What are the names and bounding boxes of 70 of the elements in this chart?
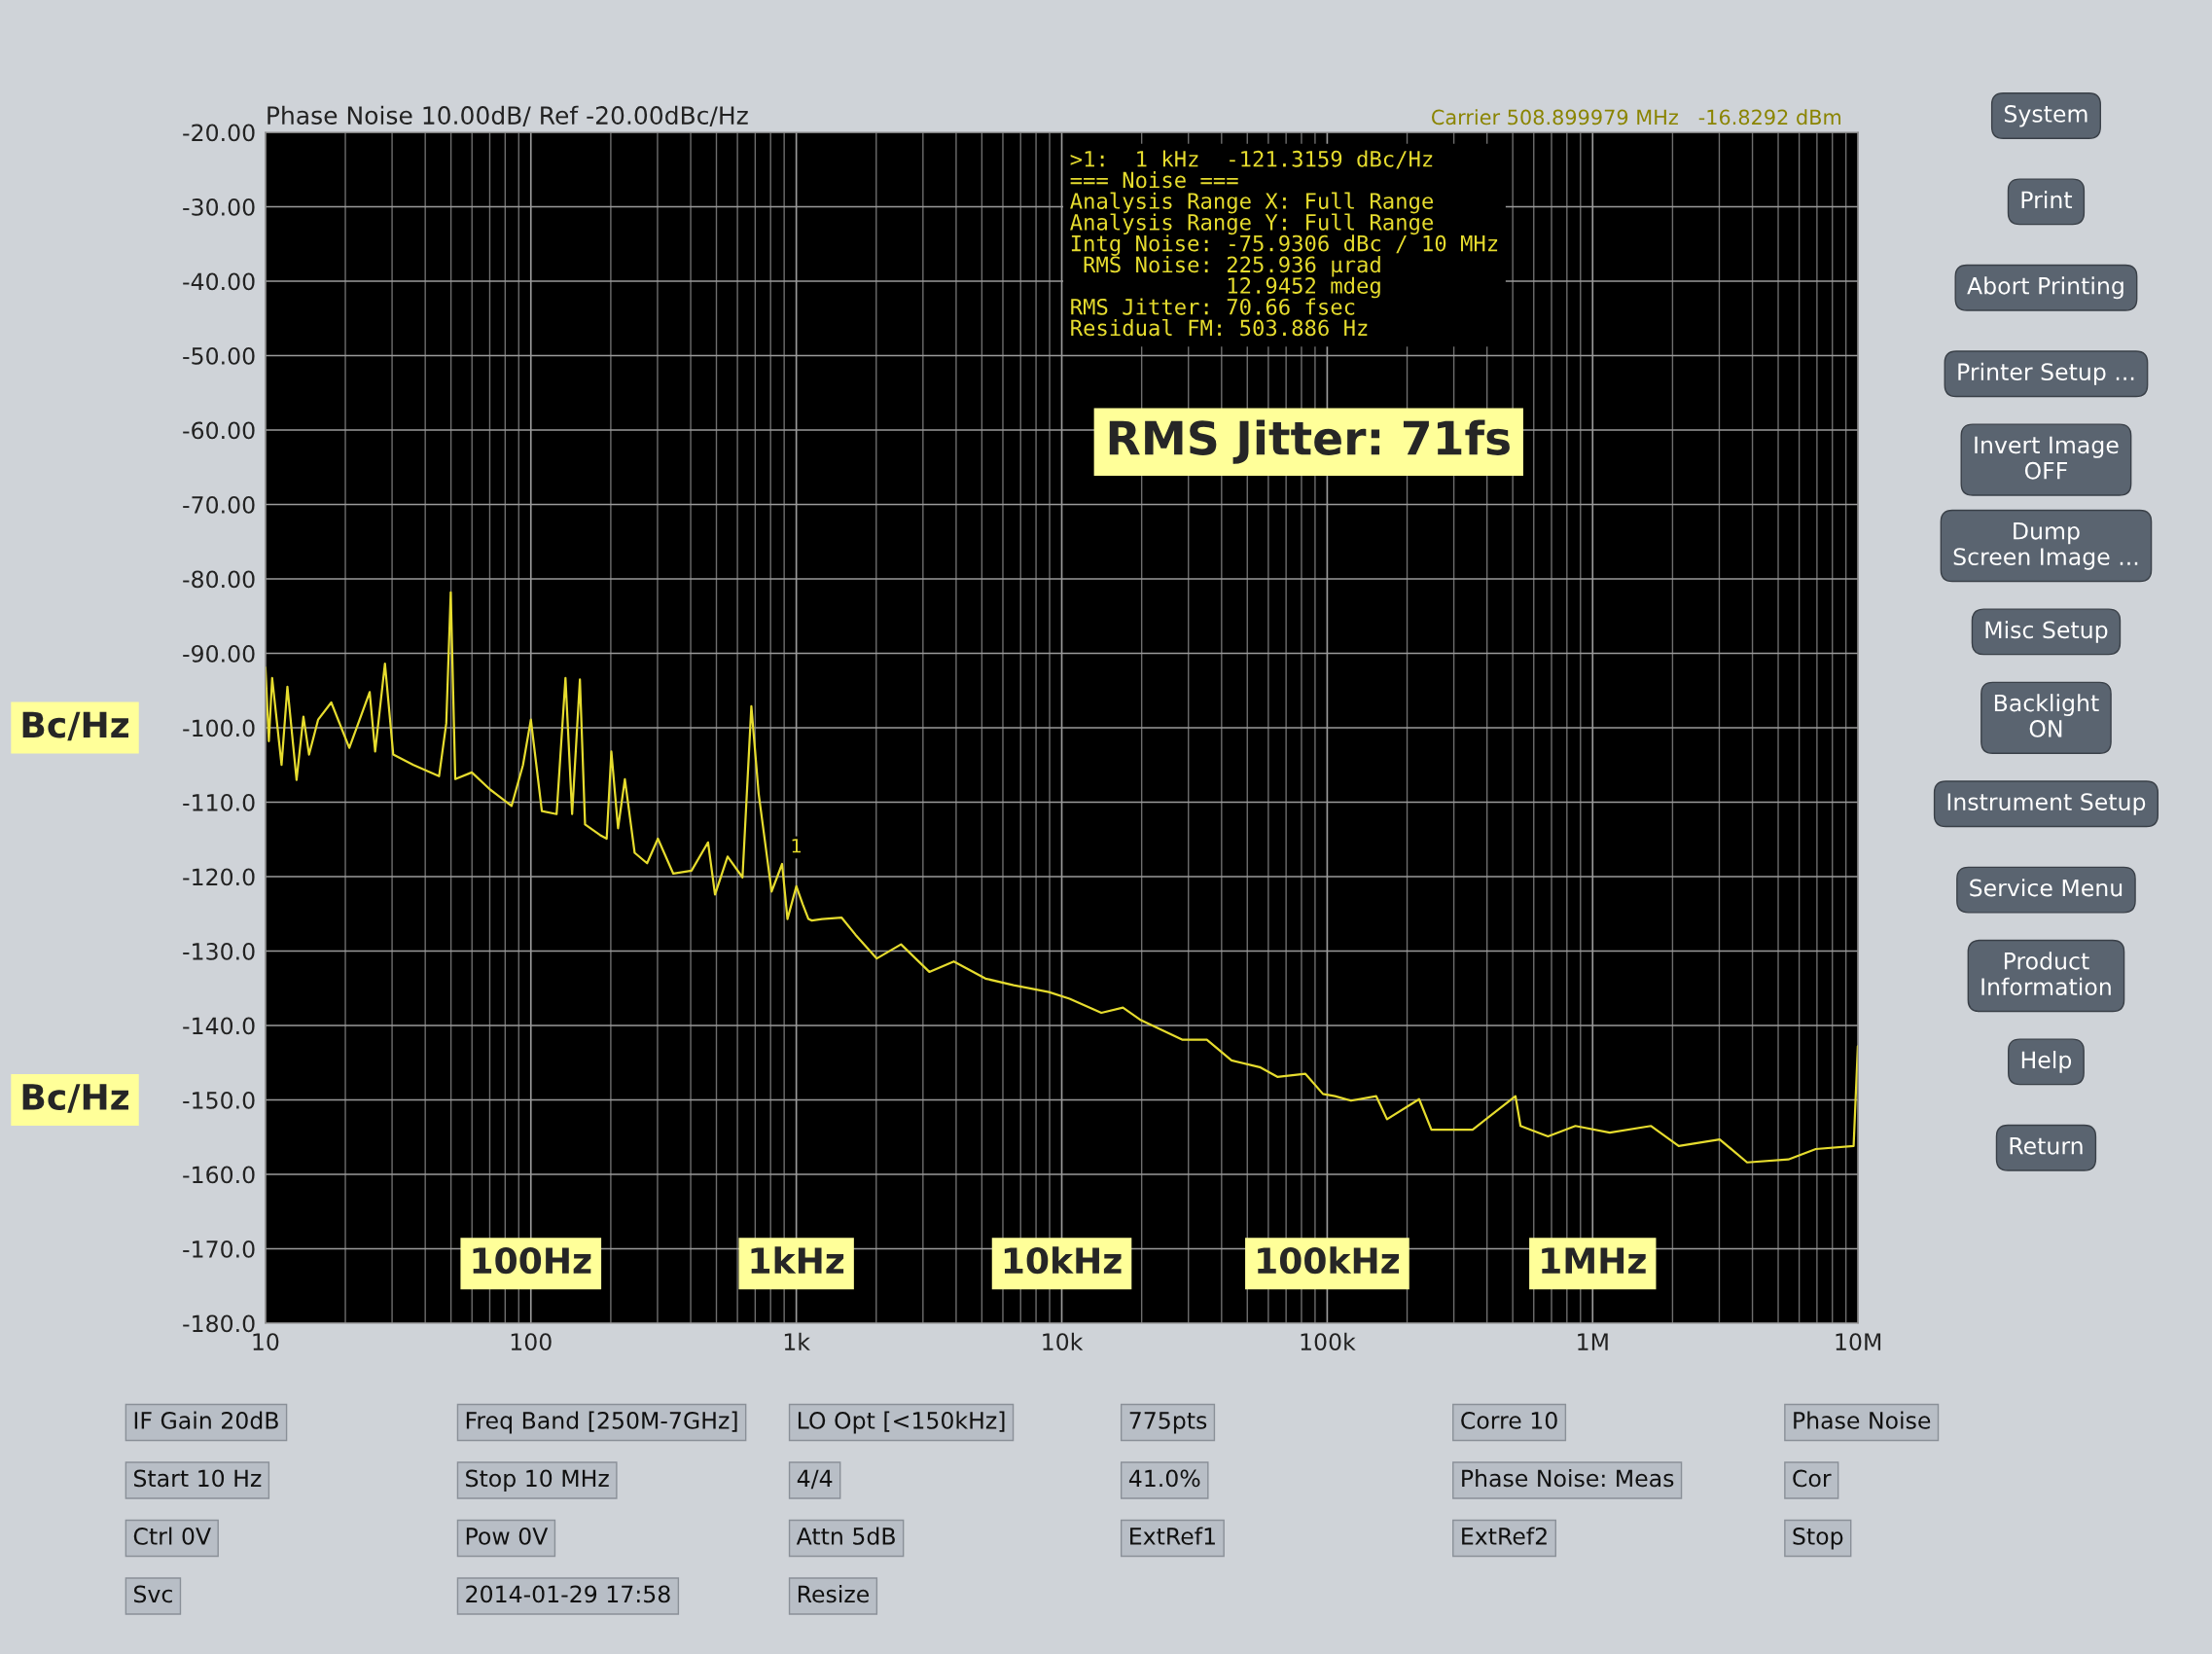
text: Abort Printing: [1967, 276, 2123, 300]
y-tick-label: -60.00: [183, 421, 255, 440]
text: LO Opt [<150kHz]: [798, 1411, 1005, 1434]
annotation: 1MHz: [1542, 1247, 1646, 1274]
text: Invert Image OFF: [1975, 436, 2119, 480]
text: Print: [2021, 190, 2073, 208]
x-tick-label: 10M: [1836, 1333, 1881, 1350]
y-tick-label: -180.0: [183, 1314, 255, 1333]
text: 775pts: [1129, 1412, 1207, 1434]
annotation: 10kHz: [1004, 1246, 1122, 1275]
chart-title: Phase Noise 10.00dB/ Ref -20.00dBc/Hz: [268, 105, 748, 126]
x-tick-label: 100: [511, 1333, 552, 1350]
y-tick-label: -80.00: [183, 570, 255, 589]
text: Product Information: [1981, 952, 2111, 996]
x-tick-label: 10: [253, 1333, 279, 1350]
text: Phase Noise: Meas: [1462, 1469, 1674, 1488]
text: Corre 10: [1461, 1411, 1557, 1429]
y-tick-label: -50.00: [183, 346, 255, 365]
text: Return: [2010, 1137, 2083, 1155]
text: >1: 1 kHz -121.3159 dBc/Hz === Noise === Analysis Range X: Full Range Analysis Range Y: Full Range Intg Noise: -75.9306 dBc / 10 MHz RMS Noise: 225.936 µrad 12.9452 mdeg RMS Jitter: 70.66 fsec Residual FM: 503.886 Hz: [1070, 150, 1498, 337]
text: Attn 5dB: [796, 1527, 895, 1545]
x-tick-label: 1k: [784, 1332, 810, 1350]
text: Instrument Setup: [1947, 793, 2146, 815]
text: Printer Setup ...: [1958, 362, 2134, 385]
text: Carrier 508.899979 MHz -16.8292 dBm: [1432, 109, 1841, 126]
text: Svc: [134, 1585, 172, 1603]
text: Stop 10 MHz: [466, 1469, 609, 1492]
y-tick-label: -40.00: [183, 272, 255, 291]
text: 41.0%: [1128, 1469, 1200, 1488]
annotation: 100Hz: [473, 1246, 591, 1275]
annotation: 1kHz: [751, 1246, 844, 1274]
text: Dump Screen Image ...: [1953, 522, 2138, 570]
y-tick-label: -20.00: [183, 124, 255, 142]
text: 4/4: [797, 1469, 833, 1490]
text: Phase Noise: [1794, 1411, 1931, 1429]
text: Start 10 Hz: [134, 1469, 262, 1488]
y-tick-label: -100.0: [183, 719, 255, 737]
text: Cor: [1793, 1469, 1832, 1488]
x-tick-label: 10k: [1043, 1332, 1084, 1350]
y-tick-label: -170.0: [183, 1240, 255, 1258]
text: Help: [2021, 1050, 2072, 1073]
y-tick-label: -90.00: [183, 644, 255, 663]
text: Ctrl 0V: [133, 1527, 211, 1545]
text: Freq Band [250M-7GHz]: [466, 1411, 737, 1434]
y-tick-label: -30.00: [183, 198, 255, 216]
y-tick-label: -120.0: [183, 868, 255, 886]
text: Stop: [1793, 1527, 1843, 1550]
y-tick-label: -160.0: [183, 1166, 255, 1184]
y-tick-label: -150.0: [183, 1091, 255, 1109]
annotation: 1: [792, 839, 802, 853]
annotation: RMS Jitter: 71fs: [1109, 419, 1510, 464]
y-tick-label: -140.0: [183, 1017, 255, 1035]
text: Backlight ON: [1994, 694, 2099, 737]
text: Bc/Hz: [22, 711, 128, 741]
text: IF Gain 20dB: [134, 1411, 278, 1429]
text: Bc/Hz: [22, 1084, 128, 1113]
annotation: 100kHz: [1258, 1246, 1399, 1275]
text: 2014-01-29 17:58: [466, 1585, 670, 1603]
text: ExtRef2: [1462, 1527, 1547, 1545]
text: Pow 0V: [466, 1527, 549, 1545]
y-tick-label: -110.0: [183, 793, 255, 811]
text: System: [2004, 104, 2087, 127]
y-tick-label: -70.00: [183, 495, 255, 514]
text: Service Menu: [1970, 879, 2123, 897]
text: Misc Setup: [1985, 620, 2108, 643]
text: Resize: [798, 1585, 870, 1603]
x-tick-label: 1M: [1578, 1333, 1608, 1350]
x-tick-label: 100k: [1301, 1332, 1356, 1350]
text: ExtRef1: [1130, 1527, 1215, 1545]
y-tick-label: -130.0: [183, 942, 255, 960]
